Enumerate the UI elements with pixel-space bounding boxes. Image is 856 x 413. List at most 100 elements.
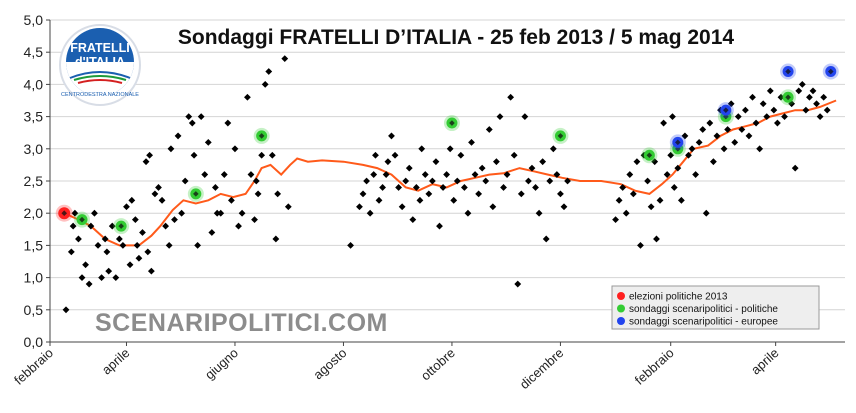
y-tick-label: 0,5 [24,302,44,318]
poll-point [425,190,433,198]
poll-point [128,196,136,204]
poll-point [510,151,518,159]
poll-point [633,158,641,166]
poll-point [395,184,402,191]
poll-point [756,145,764,153]
poll-point [720,145,728,153]
poll-point [105,267,113,275]
poll-point [647,203,655,211]
poll-point [126,261,134,269]
poll-point [284,203,292,211]
poll-point [82,261,89,269]
poll-point [557,190,564,198]
poll-point [674,164,682,172]
poll-point [763,113,771,120]
legend-label: sondaggi scenaripolitici - europee [629,317,778,328]
poll-point [188,119,196,127]
europee-point-center [785,68,791,75]
poll-point [146,151,153,159]
legend-marker [617,292,625,300]
poll-point [78,274,86,281]
poll-point [816,113,824,120]
poll-point [539,158,547,166]
poll-point [528,164,536,172]
poll-point [663,171,671,178]
poll-point [135,254,143,262]
y-tick-label: 4,5 [24,44,44,60]
poll-point [734,113,742,120]
poll-point [131,216,139,224]
poll-point [254,190,262,198]
poll-point [252,177,260,185]
poll-point [493,158,500,166]
poll-point [514,280,522,288]
poll-point [62,306,70,314]
poll-point [133,242,141,249]
poll-point [171,216,178,224]
poll-point [468,138,475,146]
y-tick-label: 2,5 [24,173,44,189]
poll-point [85,280,93,288]
poll-point [806,93,813,101]
poll-point [112,274,120,281]
politiche-point-center [193,191,199,197]
poll-point [795,87,803,95]
poll-point [660,119,667,127]
politiche-point-center [258,133,265,139]
poll-point [532,184,539,191]
chart-title: Sondaggi FRATELLI D’ITALIA - 25 feb 2013… [178,26,735,49]
poll-point [695,138,703,146]
poll-point [69,222,77,230]
poll-point [67,248,75,256]
poll-point [619,184,627,191]
x-tick-label: aprile [748,345,782,377]
poll-point [375,196,383,204]
poll-point [564,177,571,185]
poll-point [274,190,282,198]
poll-point [507,93,515,101]
poll-point [231,145,239,153]
poll-point [670,184,678,191]
poll-point [204,138,212,146]
poll-point [412,184,420,191]
poll-point [478,164,486,172]
poll-point [702,209,710,217]
poll-point [217,209,225,217]
poll-point [347,242,354,249]
politiche-point-center [118,223,124,229]
poll-point [268,151,276,159]
fratelli-ditalia-logo: FRATELLI d'ITALIA CENTRODESTRA NAZIONALE [59,24,141,106]
poll-point [521,113,529,120]
poll-point [281,55,289,63]
poll-point [489,203,497,211]
poll-point [432,158,440,166]
poll-point [759,100,767,108]
poll-point [421,171,429,178]
x-tick-label: giugno [202,345,241,382]
poll-point [162,222,170,230]
poll-point [517,190,525,198]
poll-point [261,81,269,88]
poll-point [379,184,386,191]
poll-point [139,229,146,236]
x-tick-label: febbraio [632,345,677,388]
poll-point [197,113,205,120]
poll-point [178,209,186,217]
poll-point [813,100,820,108]
poll-point [71,209,79,217]
poll-point [745,132,753,140]
legend-marker [617,317,625,325]
poll-point [713,132,721,140]
poll-point [482,177,490,185]
legend-marker [617,304,625,313]
poll-point [777,93,785,101]
poll-point [644,177,651,185]
poll-point [503,171,511,178]
poll-point [446,145,454,153]
poll-point [98,274,105,281]
poll-point [809,87,817,95]
poll-point [409,216,417,224]
poll-point [798,81,806,88]
legend-box [611,285,820,330]
